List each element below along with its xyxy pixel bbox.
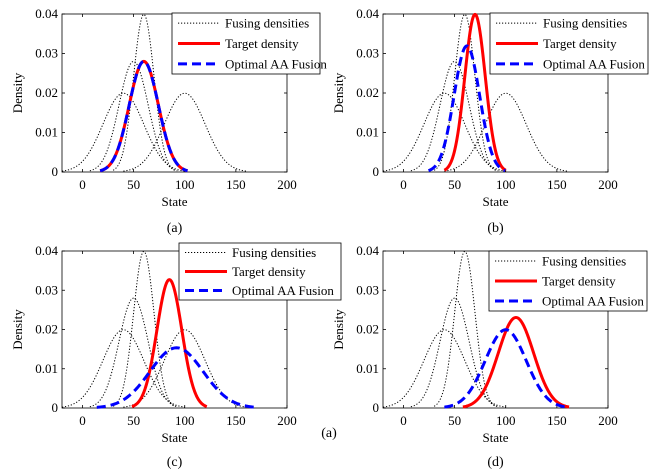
panel-label: (a) bbox=[167, 221, 183, 236]
y-tick-label: 0.04 bbox=[35, 6, 58, 21]
x-tick-label: 200 bbox=[277, 177, 297, 192]
y-axis-title: Density bbox=[10, 72, 25, 113]
panel-label: (c) bbox=[167, 455, 183, 469]
fusing-density-curve-2 bbox=[410, 60, 499, 172]
fusing-density-curve-2 bbox=[89, 60, 178, 172]
x-tick-label: 0 bbox=[400, 413, 407, 428]
y-tick-label: 0.04 bbox=[35, 243, 58, 258]
fusing-density-curve-2 bbox=[410, 297, 499, 408]
chart-panel-4: 0 50 100 150 200 0 0.01 0.02 0.03 0.04 State Densit… bbox=[331, 243, 648, 469]
y-tick-label: 0.02 bbox=[35, 85, 58, 100]
y-tick-label: 0.04 bbox=[356, 6, 379, 21]
fusing-density-curve-4 bbox=[123, 92, 247, 172]
fusing-density-curve-2 bbox=[89, 297, 178, 408]
x-tick-label: 200 bbox=[598, 177, 618, 192]
y-tick-label: 0 bbox=[373, 400, 380, 415]
optimal-aa-fusion-curve bbox=[444, 328, 568, 409]
x-tick-label: 150 bbox=[226, 413, 246, 428]
x-tick-label: 50 bbox=[127, 413, 140, 428]
x-tick-label: 50 bbox=[448, 413, 461, 428]
target-density-curve bbox=[99, 59, 188, 173]
y-tick-label: 0.02 bbox=[356, 322, 379, 337]
x-axis-title: State bbox=[483, 430, 509, 445]
x-tick-label: 0 bbox=[79, 413, 86, 428]
y-axis-title: Density bbox=[331, 309, 346, 350]
legend-label-3: Optimal AA Fusion bbox=[542, 294, 644, 309]
y-tick-label: 0 bbox=[52, 400, 59, 415]
chart-panel-2: 0 50 100 150 200 0 0.01 0.02 0.03 0.04 State Densit… bbox=[331, 6, 649, 236]
target-density-curve bbox=[443, 12, 507, 172]
x-tick-label: 100 bbox=[175, 413, 195, 428]
legend: Fusing densities Target density Optimal AA… bbox=[178, 242, 342, 301]
legend-label-2: Target density bbox=[225, 36, 299, 51]
y-tick-label: 0.04 bbox=[356, 243, 379, 258]
target-density-curve bbox=[462, 315, 570, 409]
x-tick-label: 0 bbox=[400, 177, 407, 192]
y-tick-label: 0.03 bbox=[35, 282, 58, 297]
x-tick-label: 200 bbox=[277, 413, 297, 428]
x-tick-label: 100 bbox=[496, 413, 516, 428]
y-tick-label: 0.03 bbox=[35, 46, 58, 61]
fusing-density-curve-3 bbox=[112, 250, 175, 407]
y-tick-label: 0.02 bbox=[35, 322, 58, 337]
optimal-aa-fusion-curve bbox=[428, 44, 506, 173]
panel-label: (b) bbox=[487, 221, 504, 236]
legend-label-2: Target density bbox=[232, 264, 306, 279]
y-axis-title: Density bbox=[10, 309, 25, 350]
x-tick-label: 150 bbox=[547, 177, 567, 192]
legend-label-1: Fusing densities bbox=[542, 254, 626, 269]
x-tick-label: 100 bbox=[496, 177, 516, 192]
legend: Fusing densities Target density Optimal AA… bbox=[488, 250, 648, 312]
x-tick-label: 200 bbox=[598, 413, 618, 428]
x-tick-label: 50 bbox=[127, 177, 140, 192]
y-tick-label: 0.03 bbox=[356, 46, 379, 61]
y-axis-title: Density bbox=[331, 72, 346, 113]
x-axis-title: State bbox=[483, 194, 509, 209]
y-tick-label: 0 bbox=[373, 164, 380, 179]
fusing-density-curve-3 bbox=[112, 13, 175, 171]
y-tick-label: 0.01 bbox=[35, 125, 58, 140]
legend: Fusing densities Target density Optimal AA… bbox=[171, 12, 327, 75]
stray-panel-label: (a) bbox=[321, 426, 337, 441]
x-tick-label: 100 bbox=[175, 177, 195, 192]
x-tick-label: 0 bbox=[79, 177, 86, 192]
legend-label-3: Optimal AA Fusion bbox=[232, 283, 334, 298]
chart-panel-3: 0 50 100 150 200 0 0.01 0.02 0.03 0.04 State Densit… bbox=[10, 242, 342, 469]
target-density-curve bbox=[131, 278, 208, 408]
legend-label-1: Fusing densities bbox=[543, 16, 627, 31]
chart-panel-1: 0 50 100 150 200 0 0.01 0.02 0.03 0.04 State Densit… bbox=[10, 6, 327, 236]
optimal-aa-fusion-curve bbox=[99, 59, 188, 173]
legend: Fusing densities Target density Optimal AA… bbox=[489, 12, 649, 75]
y-tick-label: 0 bbox=[52, 164, 59, 179]
x-axis-title: State bbox=[162, 194, 188, 209]
legend-label-1: Fusing densities bbox=[232, 245, 316, 260]
y-tick-label: 0.01 bbox=[356, 125, 379, 140]
y-tick-label: 0.01 bbox=[356, 361, 379, 376]
panel-label: (d) bbox=[487, 455, 504, 469]
optimal-aa-fusion-curve bbox=[96, 346, 257, 409]
legend-label-3: Optimal AA Fusion bbox=[225, 56, 327, 71]
y-tick-label: 0.01 bbox=[35, 361, 58, 376]
y-tick-label: 0.02 bbox=[356, 85, 379, 100]
legend-label-2: Target density bbox=[542, 274, 616, 289]
x-tick-label: 150 bbox=[547, 413, 567, 428]
legend-label-2: Target density bbox=[543, 36, 617, 51]
x-axis-title: State bbox=[162, 430, 188, 445]
y-tick-label: 0.03 bbox=[356, 282, 379, 297]
x-tick-label: 50 bbox=[448, 177, 461, 192]
legend-label-1: Fusing densities bbox=[225, 16, 309, 31]
x-tick-label: 150 bbox=[226, 177, 246, 192]
legend-label-3: Optimal AA Fusion bbox=[543, 56, 645, 71]
